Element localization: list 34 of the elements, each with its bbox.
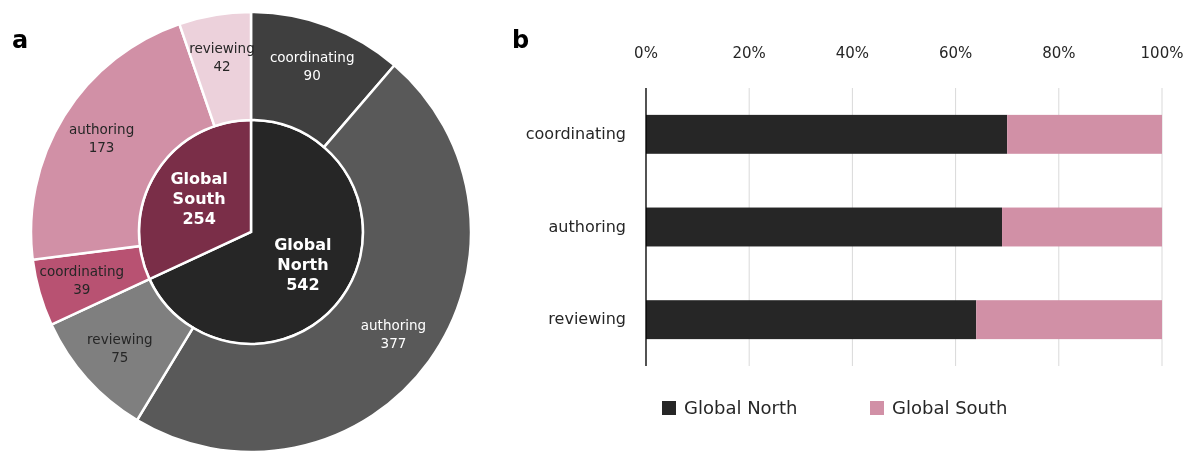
legend-label: Global South	[892, 397, 1008, 418]
text: a	[12, 26, 29, 54]
slice-label: Global South	[170, 168, 228, 208]
bar	[646, 114, 1008, 154]
y-tick-label: authoring	[548, 216, 626, 236]
x-tick-label: 40%	[835, 44, 870, 62]
bar	[646, 300, 977, 340]
x-tick-label: 0%	[634, 44, 658, 62]
x-tick-label: 60%	[938, 44, 973, 62]
x-tick-label: 100%	[1140, 44, 1184, 62]
data-label: 90	[303, 66, 321, 83]
slice-label: reviewing	[87, 331, 153, 348]
y-tick-label: coordinating	[525, 123, 626, 143]
data-label: 39	[73, 280, 91, 297]
data-label: 75	[111, 349, 129, 366]
legend-label: Global North	[684, 397, 798, 418]
bar	[1007, 114, 1162, 154]
data-label: 542	[286, 274, 320, 294]
text: b	[512, 26, 530, 54]
data-label: 377	[380, 335, 407, 352]
data-label: 173	[88, 139, 115, 156]
bar	[646, 207, 1003, 247]
data-label: 42	[213, 58, 231, 75]
bar	[1002, 207, 1162, 247]
slice-label: authoring	[360, 317, 427, 334]
bar	[976, 300, 1162, 340]
y-tick-label: reviewing	[548, 309, 626, 329]
slice-label: coordinating	[269, 48, 355, 65]
x-tick-label: 20%	[732, 44, 766, 62]
data-label: 254	[182, 208, 216, 228]
slice-label: coordinating	[39, 262, 125, 279]
x-tick-label: 80%	[1042, 44, 1076, 62]
slice-label: authoring	[68, 121, 135, 138]
slice-label: Global North	[274, 234, 332, 274]
